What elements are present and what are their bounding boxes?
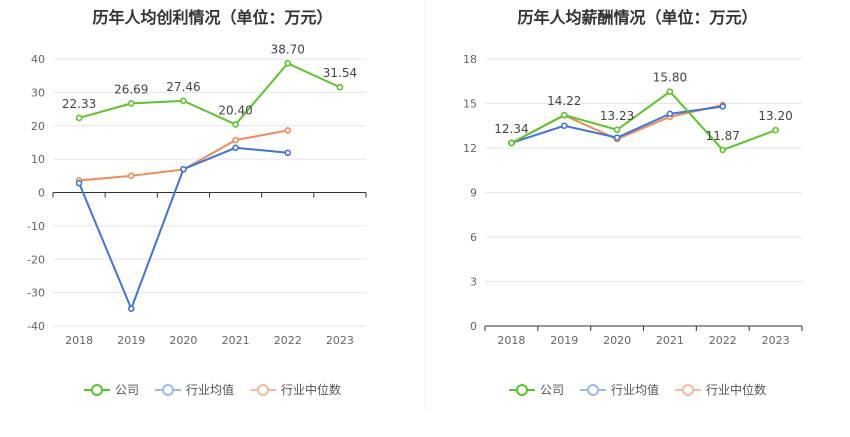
data-point <box>508 139 515 147</box>
legend-item-company[interactable]: 公司 <box>508 381 564 398</box>
data-point <box>75 114 83 122</box>
x-tick-label: 2021 <box>656 334 684 347</box>
data-label: 38.70 <box>271 42 305 56</box>
data-point <box>336 83 344 91</box>
x-tick-label: 2020 <box>603 334 631 347</box>
x-tick-label: 2023 <box>326 334 354 347</box>
chart-plot-right: 0 3 6 9 12 15 18 2018 2019 2020 2021 2022 2023 12.34 1… <box>463 53 803 347</box>
data-point <box>284 149 292 157</box>
data-label: 13.20 <box>758 109 792 123</box>
y-tick-label: 6 <box>470 231 477 244</box>
x-tick-label: 2018 <box>497 334 525 347</box>
y-tick-label: 9 <box>470 187 477 200</box>
x-tick-label: 2021 <box>222 334 250 347</box>
x-tick-label: 2019 <box>550 334 578 347</box>
data-point <box>560 111 568 119</box>
data-point <box>180 165 187 173</box>
chart-plot-left: -40 -30 -20 -10 0 10 20 30 40 2018 2019 2020 2021 202… <box>27 42 367 347</box>
data-label: 13.23 <box>600 109 634 123</box>
data-point <box>719 146 727 154</box>
data-label: 11.87 <box>706 129 740 143</box>
legend-label: 行业均值 <box>185 383 234 397</box>
series-line-0 <box>78 62 341 126</box>
data-label: 14.22 <box>547 94 581 108</box>
data-label: 12.34 <box>494 122 528 136</box>
chart-title: 历年人均创利情况（单位：万元） <box>92 8 333 27</box>
y-tick-label: 30 <box>31 86 45 99</box>
data-label: 22.33 <box>62 97 96 111</box>
chart-title: 历年人均薪酬情况（单位：万元） <box>517 8 758 27</box>
legend-item-industry-avg[interactable]: 行业均值 <box>579 381 659 398</box>
data-label: 15.80 <box>653 71 687 85</box>
data-point <box>180 97 187 105</box>
data-point <box>666 110 674 118</box>
x-tick-label: 2020 <box>169 334 197 347</box>
data-label: 31.54 <box>323 66 357 80</box>
x-tick-label: 2022 <box>274 334 302 347</box>
x-tick-label: 2023 <box>762 334 790 347</box>
y-tick-label: -10 <box>27 220 45 233</box>
y-tick-label: 3 <box>470 276 477 289</box>
data-label: 27.46 <box>166 80 200 94</box>
legend-item-industry-median[interactable]: 行业中位数 <box>675 381 766 398</box>
data-point <box>772 126 779 134</box>
data-point <box>75 179 83 187</box>
y-tick-label: 0 <box>470 320 477 333</box>
x-tick-label: 2018 <box>65 334 93 347</box>
legend-label: 公司 <box>539 383 564 397</box>
legend-item-company[interactable]: 公司 <box>83 381 139 398</box>
y-tick-label: -30 <box>27 287 45 300</box>
y-tick-label: 18 <box>463 53 477 66</box>
y-tick-label: -20 <box>27 253 45 266</box>
y-tick-label: 20 <box>31 120 45 133</box>
legend: 公司 行业均值 行业中位数 <box>425 381 850 398</box>
y-tick-label: 40 <box>31 53 45 66</box>
legend-label: 公司 <box>114 383 139 397</box>
data-point <box>284 60 292 67</box>
chart-panel-right: 历年人均薪酬情况（单位：万元） 0 3 6 9 12 15 18 2018 2019 2020 20… <box>425 0 850 437</box>
y-tick-label: 0 <box>38 187 45 200</box>
data-point <box>127 172 135 180</box>
y-tick-label: -40 <box>27 320 45 333</box>
series-line-2 <box>78 129 288 182</box>
legend-label: 行业中位数 <box>281 383 342 397</box>
data-point <box>666 88 674 95</box>
y-tick-label: 10 <box>31 153 45 166</box>
data-point <box>232 136 239 144</box>
y-tick-label: 15 <box>463 98 477 111</box>
data-label: 20.40 <box>218 103 252 117</box>
panel-divider <box>425 0 426 410</box>
data-point <box>613 134 621 141</box>
data-point <box>613 126 621 134</box>
data-point <box>719 103 727 110</box>
x-tick-label: 2022 <box>709 334 737 347</box>
legend-item-industry-avg[interactable]: 行业均值 <box>154 381 234 398</box>
x-tick-label: 2019 <box>117 334 145 347</box>
data-point <box>560 122 568 130</box>
data-point <box>127 305 135 312</box>
data-point <box>232 121 239 128</box>
legend-item-industry-median[interactable]: 行业中位数 <box>250 381 341 398</box>
legend-label: 行业均值 <box>610 383 659 397</box>
y-tick-label: 12 <box>463 142 477 155</box>
data-point <box>127 100 135 107</box>
chart-panel-left: 历年人均创利情况（单位：万元） -40 -30 -20 -10 0 10 20 30 40 201… <box>0 8 425 398</box>
data-label: 26.69 <box>114 82 148 96</box>
data-point <box>284 127 292 134</box>
legend-label: 行业中位数 <box>706 383 767 397</box>
legend: 公司 行业均值 行业中位数 <box>0 381 425 398</box>
data-point <box>232 144 239 152</box>
series-line-0 <box>510 90 776 152</box>
